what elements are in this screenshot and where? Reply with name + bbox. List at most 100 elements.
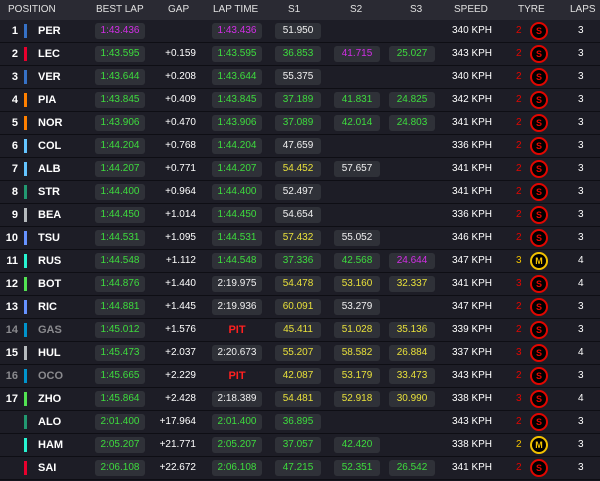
s2: 42.014 (334, 115, 380, 131)
driver-code: ALO (38, 416, 62, 428)
speed: 337 KPH (452, 347, 493, 358)
tyre-compound: S (530, 45, 548, 63)
position: 9 (11, 209, 18, 221)
speed: 336 KPH (452, 140, 493, 151)
driver-code: BEA (38, 209, 62, 221)
tyre-compound: S (530, 275, 548, 293)
timing-row: 4 PIA 1:43.845 +0.409 1:43.845 37.189 41.831 24… (0, 89, 600, 112)
driver-code: GAS (38, 324, 62, 336)
speed: 341 KPH (452, 462, 493, 473)
tyre-compound: S (530, 91, 548, 109)
team-color-bar (24, 208, 27, 222)
timing-row: 15 HUL 1:45.473 +2.037 2:20.673 55.207 58.582 2… (0, 342, 600, 365)
speed: 341 KPH (452, 163, 493, 174)
s1: 37.336 (275, 253, 321, 269)
timing-row: 14 GAS 1:45.012 +1.576 PIT 45.411 51.028 35.136… (0, 319, 600, 342)
gap: +1.440 (165, 278, 196, 289)
tyre-age: 2 (516, 439, 522, 450)
s1: 51.950 (275, 23, 321, 39)
s3: 25.027 (389, 46, 435, 62)
best-lap: 1:43.436 (95, 23, 145, 39)
gap: +1.576 (165, 324, 196, 335)
header-label: TYRE (518, 4, 545, 15)
tyre-compound: S (530, 344, 548, 362)
speed: 341 KPH (452, 117, 493, 128)
lap-time: 2:19.936 (212, 299, 262, 315)
laps: 3 (578, 416, 584, 427)
s2: 41.715 (334, 46, 380, 62)
team-color-bar (24, 254, 27, 268)
driver-code: PER (38, 25, 61, 37)
laps: 3 (578, 117, 584, 128)
driver-code: HAM (38, 439, 64, 451)
best-lap: 1:44.207 (95, 161, 145, 177)
team-color-bar (24, 415, 27, 429)
lap-time: 1:43.595 (212, 46, 262, 62)
driver-code: TSU (38, 232, 60, 244)
s2: 41.831 (334, 92, 380, 108)
gap: +21.771 (159, 439, 196, 450)
lap-time: 1:44.450 (212, 207, 262, 223)
team-color-bar (24, 162, 27, 176)
position: 13 (5, 301, 18, 313)
driver-code: BOT (38, 278, 62, 290)
header-label: SPEED (454, 4, 488, 15)
s3: 30.990 (389, 391, 435, 407)
timing-row: 1 PER 1:43.436 1:43.436 51.950 340 KPH 2 S 3 (0, 20, 600, 43)
laps: 3 (578, 163, 584, 174)
header-row: POSITION BEST LAP GAP LAP TIME S1 S2 S3 SPEED TY… (0, 0, 600, 20)
speed: 338 KPH (452, 393, 493, 404)
laps: 3 (578, 439, 584, 450)
position: 1 (11, 25, 18, 37)
s1: 37.057 (275, 437, 321, 453)
timing-row: ALO 2:01.400 +17.964 2:01.400 36.895 343 KPH 2… (0, 411, 600, 434)
tyre-compound: S (530, 160, 548, 178)
lap-time: 2:05.207 (212, 437, 262, 453)
laps: 3 (578, 25, 584, 36)
s2: 52.918 (334, 391, 380, 407)
s1: 60.091 (275, 299, 321, 315)
gap: +1.112 (165, 255, 196, 266)
timing-row: 6 COL 1:44.204 +0.768 1:44.204 47.659 336 KPH 2… (0, 135, 600, 158)
team-color-bar (24, 139, 27, 153)
driver-code: ALB (38, 163, 61, 175)
tyre-compound: S (530, 68, 548, 86)
position: 6 (11, 140, 18, 152)
speed: 343 KPH (452, 416, 493, 427)
tyre-age: 2 (516, 94, 522, 105)
position: 4 (11, 94, 18, 106)
tyre-age: 2 (516, 186, 522, 197)
best-lap: 1:43.644 (95, 69, 145, 85)
s3: 24.644 (389, 253, 435, 269)
best-lap: 1:45.864 (95, 391, 145, 407)
position: 7 (11, 163, 18, 175)
tyre-age: 3 (516, 347, 522, 358)
header-label: GAP (168, 4, 190, 15)
best-lap: 1:45.012 (95, 322, 145, 338)
team-color-bar (24, 116, 27, 130)
lap-time: 2:01.400 (212, 414, 262, 430)
driver-code: SAI (38, 462, 57, 474)
speed: 346 KPH (452, 232, 493, 243)
s2: 55.052 (334, 230, 380, 246)
tyre-compound: M (530, 252, 548, 270)
laps: 3 (578, 186, 584, 197)
driver-code: ZHO (38, 393, 62, 405)
position: 15 (5, 347, 18, 359)
tyre-compound: S (530, 22, 548, 40)
team-color-bar (24, 231, 27, 245)
tyre-compound: S (530, 229, 548, 247)
position: 11 (6, 255, 18, 267)
team-color-bar (24, 93, 27, 107)
timing-row: 12 BOT 1:44.876 +1.440 2:19.975 54.478 53.160 3… (0, 273, 600, 296)
team-color-bar (24, 369, 27, 383)
best-lap: 1:43.906 (95, 115, 145, 131)
speed: 341 KPH (452, 278, 493, 289)
s3: 24.803 (389, 115, 435, 131)
lap-time: 1:43.644 (212, 69, 262, 85)
team-color-bar (24, 323, 27, 337)
speed: 338 KPH (452, 439, 493, 450)
s3: 24.825 (389, 92, 435, 108)
gap: +2.229 (165, 370, 196, 381)
